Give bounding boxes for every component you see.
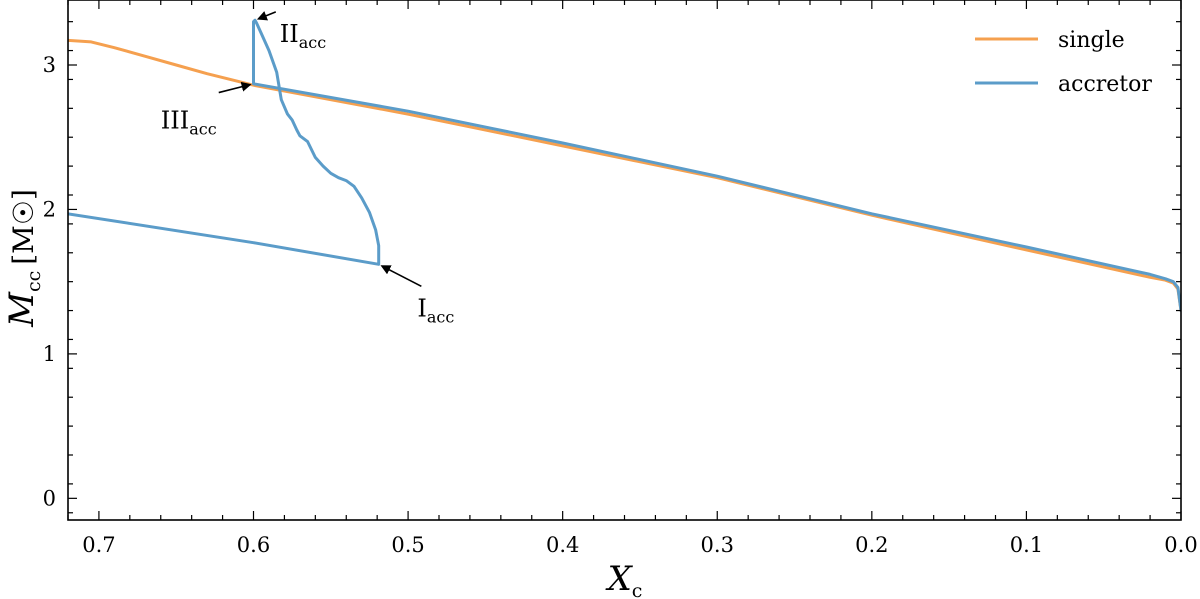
x-tick-label: 0.0 [1164, 533, 1197, 557]
annotation-arrow [218, 81, 252, 94]
annotation-arrow [256, 11, 277, 21]
x-tick-label: 0.6 [237, 533, 270, 557]
x-tick-label: 0.7 [82, 533, 115, 557]
x-tick-label: 0.5 [391, 533, 424, 557]
x-ticks: 0.7 0.6 0.5 0.4 0.3 0.2 0.1 0.0 [67, 0, 1198, 557]
y-tick-label: 1 [43, 342, 56, 366]
annotation-label: IIIacc [161, 107, 217, 139]
x-tick-label: 0.4 [546, 533, 579, 557]
x-tick-label: 0.2 [855, 533, 888, 557]
annotation-arrow [380, 265, 422, 288]
legend: single accretor [975, 28, 1152, 97]
x-tick-label: 0.3 [701, 533, 734, 557]
x-tick-label: 0.1 [1010, 533, 1043, 557]
y-tick-label: 2 [43, 197, 56, 221]
annotation-label: Iacc [417, 294, 454, 326]
series-line-accretor [68, 18, 1181, 313]
series-line-single [68, 38, 1181, 313]
legend-label-single: single [1058, 28, 1125, 53]
annotations: IIacc IIIacc Iacc [161, 11, 454, 326]
legend-label-accretor: accretor [1058, 72, 1152, 97]
series-layer [68, 18, 1181, 313]
y-tick-label: 3 [43, 53, 56, 77]
y-axis-title: Mcc[M☉] [2, 189, 45, 328]
plot-frame [67, 0, 1182, 521]
x-axis-title: Xc [605, 559, 643, 599]
y-tick-label: 0 [43, 486, 56, 510]
y-ticks: 0 1 2 3 [43, 21, 1181, 514]
annotation-label: IIacc [280, 20, 326, 52]
